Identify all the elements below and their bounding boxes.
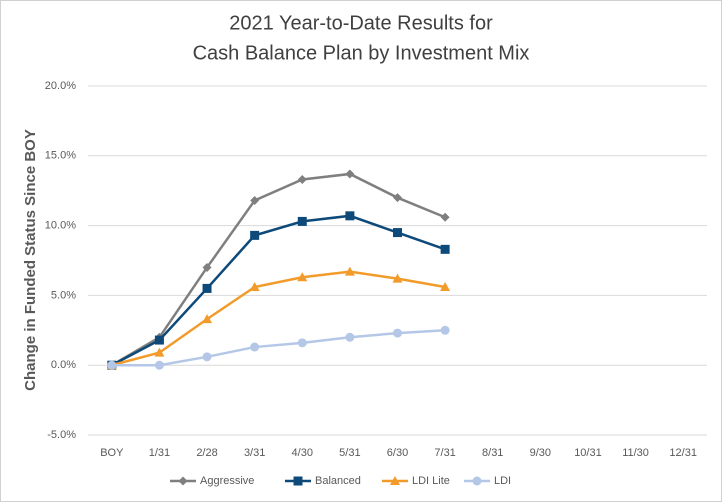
x-tick-label: 7/31 — [434, 447, 455, 459]
data-point — [202, 283, 212, 293]
data-point — [154, 335, 164, 345]
data-point — [393, 228, 402, 238]
x-tick-label: 3/31 — [244, 447, 265, 459]
y-tick-label: 10.0% — [45, 220, 76, 232]
data-point — [345, 169, 355, 179]
legend-marker — [390, 476, 400, 485]
y-tick-label: -5.0% — [47, 429, 76, 441]
series-line — [111, 270, 446, 367]
x-tick-label: 9/30 — [530, 447, 551, 459]
data-point — [344, 266, 355, 276]
data-point — [297, 216, 307, 226]
legend-label: Balanced — [315, 475, 361, 487]
series-line — [111, 172, 446, 367]
data-point — [440, 325, 450, 335]
data-point — [297, 175, 307, 185]
y-tick-label: 5.0% — [51, 289, 76, 301]
legend-label: Aggressive — [200, 475, 254, 487]
y-tick-label: 15.0% — [45, 150, 76, 162]
data-point — [154, 360, 164, 370]
x-tick-label: 6/30 — [387, 447, 408, 459]
legend-marker — [472, 476, 482, 486]
data-point — [250, 230, 260, 240]
legend-label: LDI Lite — [412, 475, 450, 487]
data-point — [440, 212, 450, 222]
data-point — [440, 244, 450, 254]
data-point — [202, 352, 212, 362]
y-tick-label: 0.0% — [51, 359, 76, 371]
chart-title: 2021 Year-to-Date Results for — [229, 12, 493, 34]
data-point — [202, 314, 213, 324]
data-point — [297, 338, 307, 348]
data-point — [107, 360, 117, 370]
data-point — [345, 332, 355, 342]
series-line — [111, 214, 446, 367]
chart-title: Cash Balance Plan by Investment Mix — [193, 42, 530, 64]
legend-label: LDI — [494, 475, 511, 487]
x-tick-label: 12/31 — [669, 447, 697, 459]
y-axis-label: Change in Funded Status Since BOY — [22, 129, 39, 391]
data-point — [345, 211, 355, 221]
x-tick-label: 10/31 — [574, 447, 602, 459]
x-tick-label: 11/30 — [622, 447, 649, 459]
data-point — [202, 262, 212, 272]
data-point — [250, 342, 260, 352]
data-point — [249, 282, 260, 292]
x-tick-label: 2/28 — [196, 447, 217, 459]
x-tick-label: 5/31 — [339, 447, 360, 459]
x-tick-label: 8/31 — [482, 447, 503, 459]
series-line — [111, 329, 446, 367]
data-point — [393, 193, 402, 203]
legend-marker — [178, 476, 188, 486]
data-point — [154, 347, 165, 357]
data-point — [297, 272, 308, 282]
x-tick-label: 4/30 — [292, 447, 313, 459]
data-point — [250, 195, 260, 205]
y-tick-label: 20.0% — [45, 80, 76, 92]
data-point — [393, 328, 402, 338]
x-tick-label: 1/31 — [149, 447, 170, 459]
x-tick-label: BOY — [100, 447, 124, 459]
data-point — [440, 282, 451, 292]
data-point — [392, 273, 403, 283]
legend-marker — [293, 476, 303, 486]
